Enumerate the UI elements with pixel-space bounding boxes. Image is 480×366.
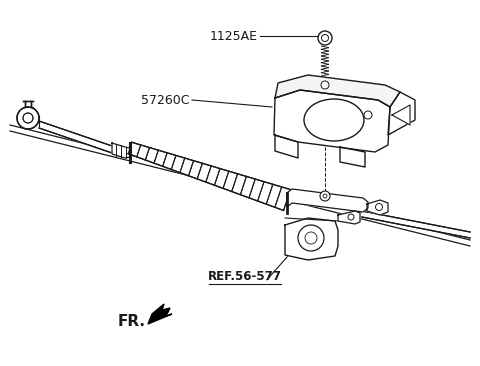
Polygon shape	[112, 143, 130, 158]
Polygon shape	[148, 304, 172, 324]
Polygon shape	[287, 189, 368, 212]
Polygon shape	[388, 92, 415, 135]
Polygon shape	[340, 147, 365, 167]
Polygon shape	[275, 75, 400, 107]
Polygon shape	[362, 211, 470, 238]
Text: 57260C: 57260C	[142, 93, 190, 107]
Polygon shape	[275, 135, 298, 158]
Circle shape	[348, 214, 354, 220]
Text: 1125AE: 1125AE	[210, 30, 258, 42]
Text: FR.: FR.	[118, 314, 146, 329]
Polygon shape	[367, 200, 388, 215]
Circle shape	[17, 107, 39, 129]
Polygon shape	[274, 90, 390, 152]
Circle shape	[364, 111, 372, 119]
Circle shape	[375, 203, 383, 210]
Polygon shape	[392, 105, 410, 125]
Circle shape	[321, 81, 329, 89]
Polygon shape	[39, 121, 115, 154]
Circle shape	[318, 31, 332, 45]
Circle shape	[320, 191, 330, 201]
Polygon shape	[128, 142, 290, 210]
Polygon shape	[285, 218, 338, 260]
Polygon shape	[338, 211, 360, 224]
Text: REF.56-577: REF.56-577	[208, 270, 282, 283]
Circle shape	[298, 225, 324, 251]
Circle shape	[17, 107, 39, 129]
Ellipse shape	[304, 99, 364, 141]
